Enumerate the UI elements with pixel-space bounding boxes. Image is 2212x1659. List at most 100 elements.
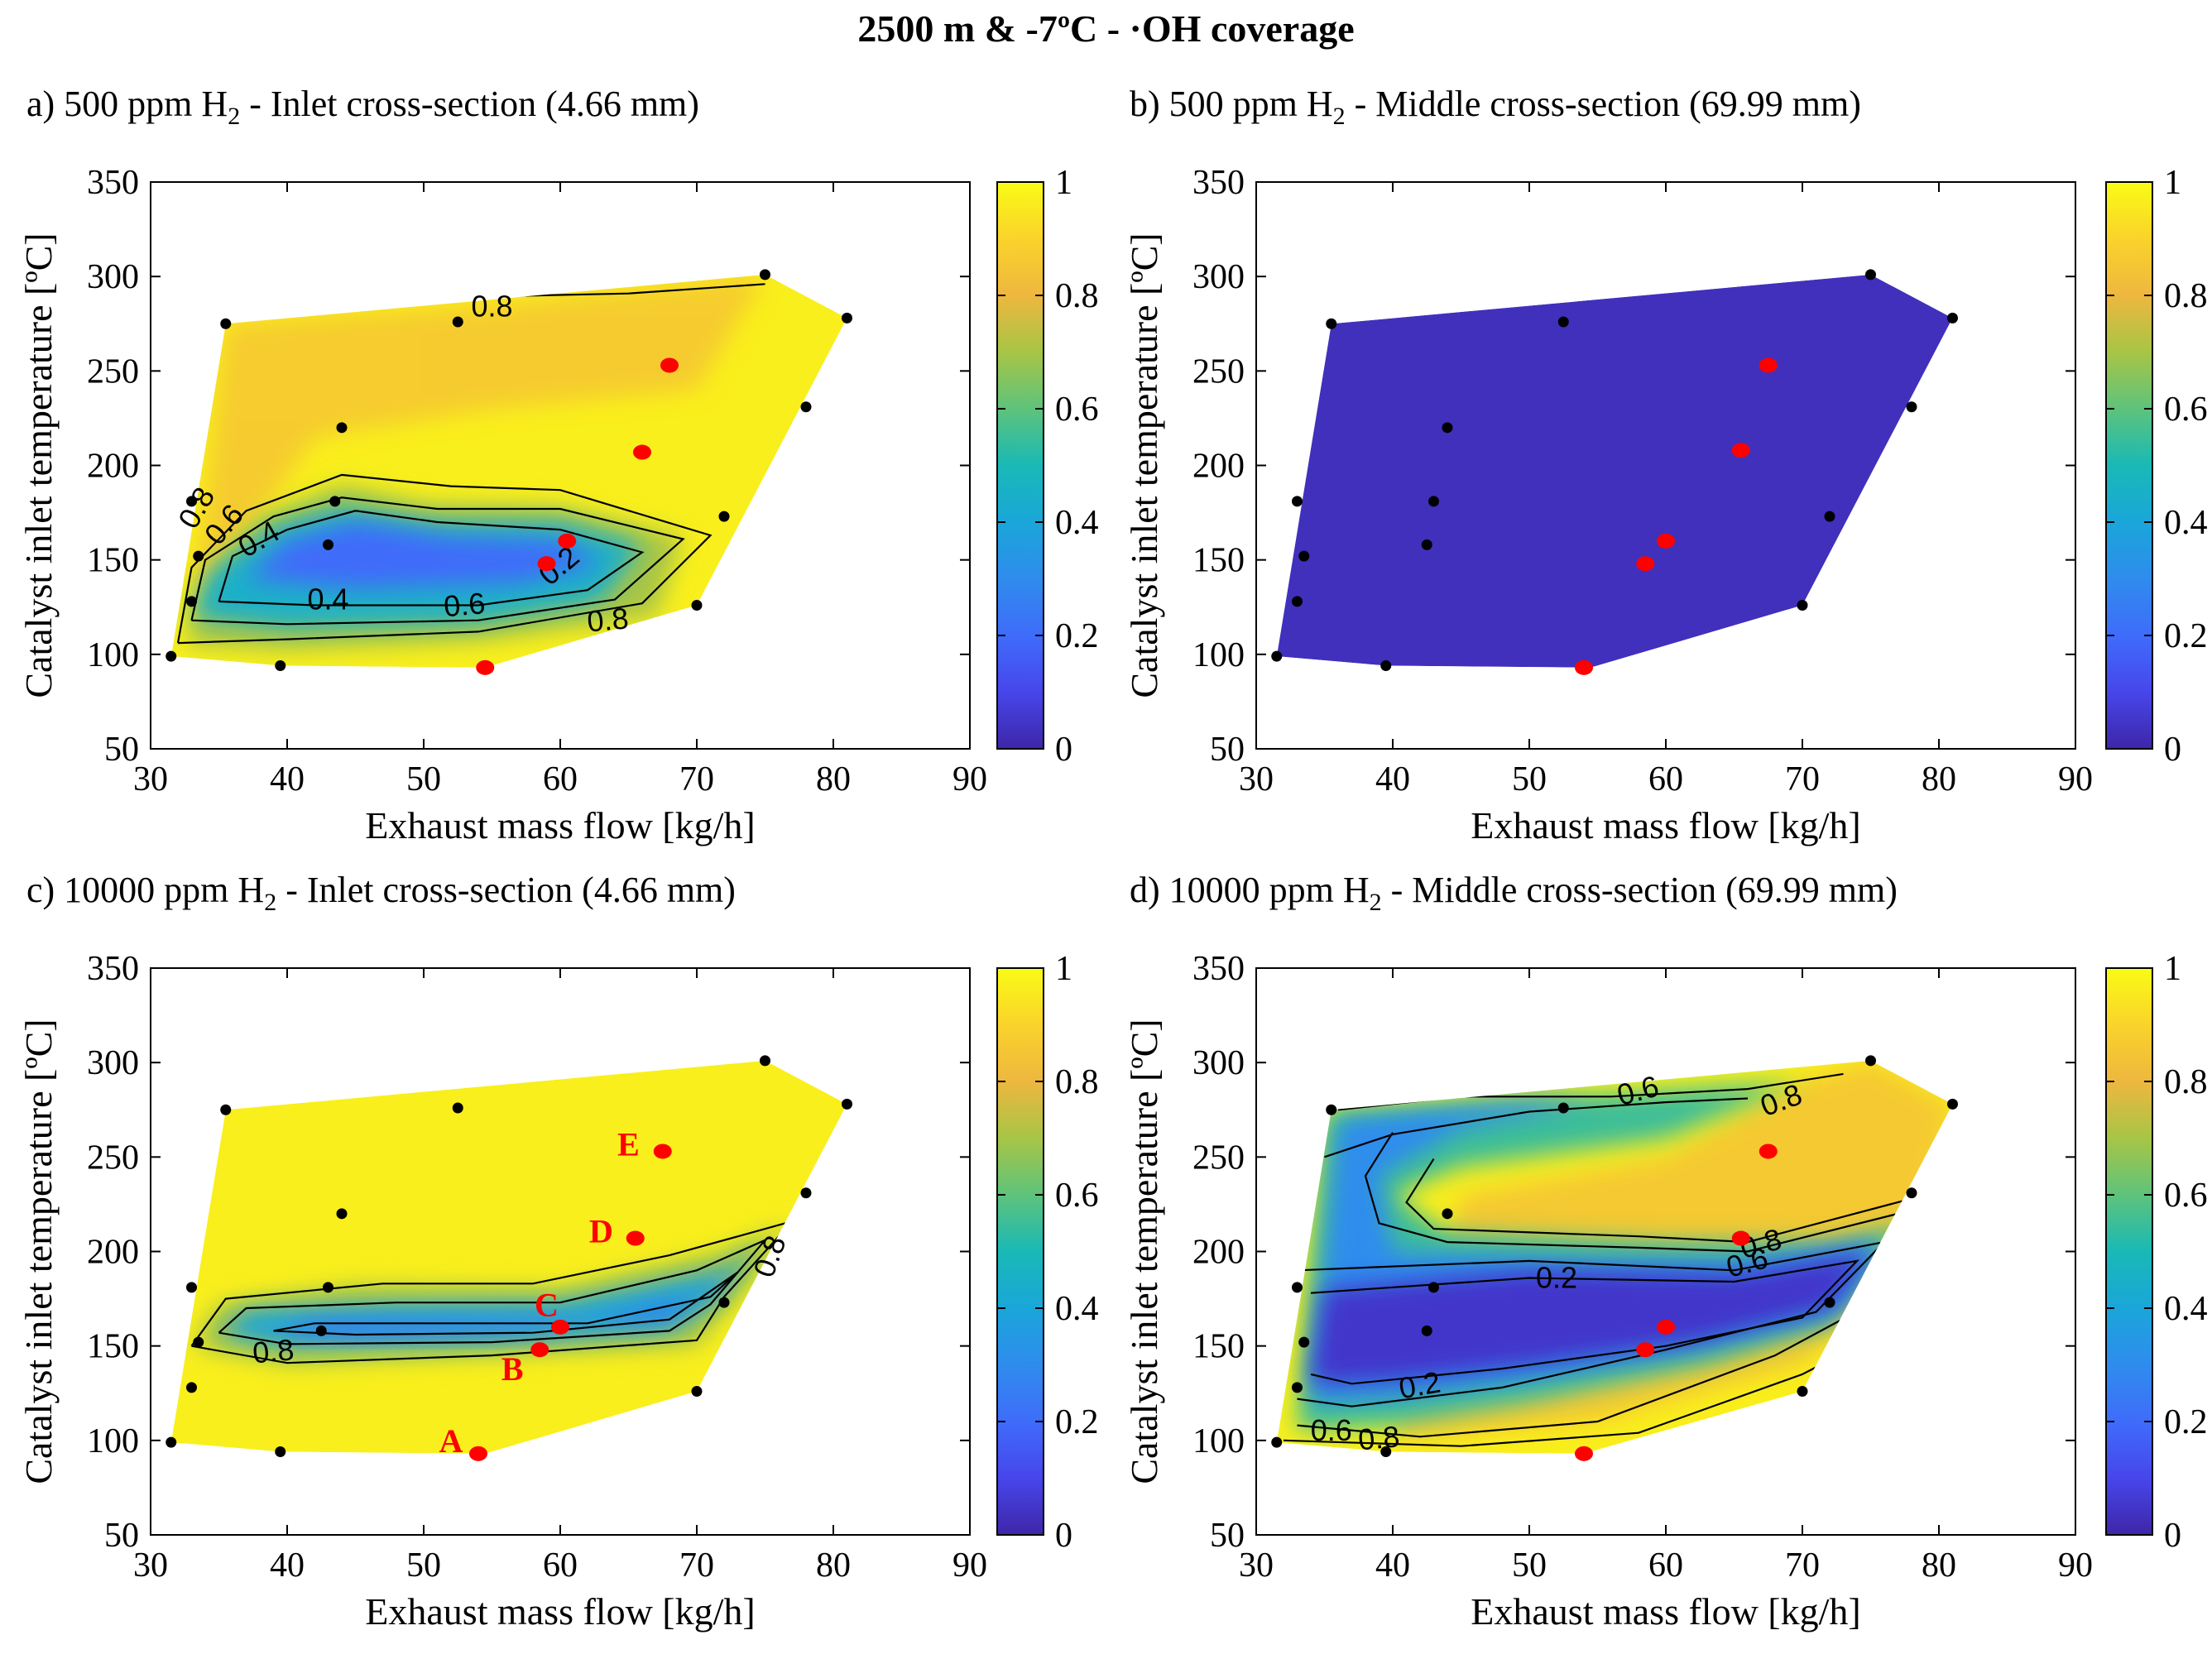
contour-label: 0.8 [252, 1332, 295, 1369]
operating-point [1421, 539, 1432, 550]
x-axis-label: Exhaust mass flow [kg/h] [1471, 804, 1860, 846]
x-tick-label: 30 [133, 760, 168, 798]
colorbar-tick-label: 0.4 [1055, 1290, 1099, 1328]
operating-point [1326, 1104, 1337, 1115]
operating-point [329, 496, 341, 507]
y-tick-label: 250 [87, 352, 139, 391]
operating-point [323, 1282, 333, 1293]
title-subscript: 2 [264, 889, 276, 916]
title-subscript: 2 [228, 103, 240, 130]
x-tick-label: 50 [406, 760, 441, 798]
title-suffix: - Inlet cross-section (4.66 mm) [240, 84, 699, 124]
y-tick-label: 150 [87, 1328, 139, 1366]
y-tick-label: 250 [1192, 1139, 1245, 1177]
contour-line-3 [218, 510, 645, 607]
x-tick-label: 60 [543, 1546, 578, 1585]
x-tick-label: 60 [1648, 1546, 1683, 1585]
highlight-point [469, 1446, 487, 1461]
x-tick-label: 30 [1239, 1546, 1274, 1585]
contour-line-1 [1324, 1097, 1749, 1158]
surface-level-2 [1311, 1251, 1871, 1384]
highlight-point [537, 556, 556, 572]
operating-point [1428, 1282, 1439, 1293]
surface-base [1276, 274, 1953, 668]
title-suffix: - Middle cross-section (69.99 mm) [1346, 84, 1861, 124]
operating-point [186, 596, 197, 607]
colorbar-tick-label: 0.8 [2164, 277, 2208, 315]
colorbar-gradient [996, 181, 1044, 750]
highlight-point [476, 659, 495, 675]
point-label: A [439, 1422, 463, 1460]
y-tick-label: 50 [104, 1517, 139, 1555]
point-label: C [535, 1286, 559, 1323]
contour-surface [170, 1060, 847, 1454]
operating-point [1865, 269, 1876, 280]
colorbar-tick-label: 1 [2164, 164, 2181, 202]
y-axis-label: Catalyst inlet temperature [ºC] [17, 233, 60, 698]
highlight-point [1657, 1319, 1675, 1335]
contour-line-1 [218, 1239, 766, 1345]
figure-title: 2500 m & -7ºC - ·OH coverage [857, 7, 1355, 50]
y-tick-label: 200 [1192, 1234, 1245, 1272]
surface-level-2 [273, 1273, 738, 1337]
x-tick-label: 50 [406, 1546, 441, 1585]
x-tick-label: 60 [1648, 760, 1683, 798]
colorbar-tick-label: 0.6 [1055, 1177, 1099, 1215]
colorbar-b: 0 0.2 0.4 0.6 0.8 1 [2105, 164, 2208, 769]
highlight-point [1759, 357, 1778, 373]
colorbar-tick-label: 0.2 [1055, 1403, 1099, 1441]
y-tick-label: 100 [87, 636, 139, 674]
operating-point [336, 1208, 348, 1220]
colorbar-tick-label: 0 [1055, 731, 1072, 769]
operating-point [275, 1446, 286, 1458]
operating-point [1380, 1446, 1392, 1458]
x-tick-label: 90 [952, 760, 987, 798]
operating-point [1947, 312, 1958, 324]
x-tick-label: 90 [2058, 1546, 2093, 1585]
title-subscript: 2 [1370, 889, 1382, 916]
x-tick-label: 70 [679, 760, 714, 798]
operating-point [452, 316, 463, 328]
contour-label: 0.8 [471, 289, 512, 323]
operating-point [1906, 1187, 1917, 1199]
contour-line-1 [176, 473, 713, 645]
x-axis-label: Exhaust mass flow [kg/h] [1471, 1590, 1860, 1633]
highlight-point [551, 1319, 569, 1335]
y-tick-label: 300 [1192, 1044, 1245, 1082]
highlight-point [660, 357, 679, 373]
contour-line-2 [1364, 1132, 1898, 1253]
operating-point [1824, 511, 1835, 522]
x-tick-label: 40 [1375, 1546, 1410, 1585]
colorbar-tick-label: 0.8 [1055, 277, 1099, 315]
x-axis-label: Exhaust mass flow [kg/h] [365, 804, 755, 846]
colorbar-tick-label: 0.8 [1055, 1063, 1099, 1101]
title-suffix: - Inlet cross-section (4.66 mm) [276, 870, 736, 910]
x-tick-label: 60 [543, 760, 578, 798]
contour-label: 0.2 [1396, 1364, 1442, 1405]
y-tick-label: 300 [87, 1044, 139, 1082]
colorbar-tick-label: 0.6 [2164, 1177, 2208, 1215]
operating-point [1271, 1436, 1283, 1448]
highlight-point [653, 1144, 672, 1159]
x-tick-label: 90 [952, 1546, 987, 1585]
x-tick-label: 90 [2058, 760, 2093, 798]
contour-label: 0.6 [443, 586, 487, 623]
operating-point [1292, 496, 1303, 507]
colorbar-tick-label: 1 [2164, 950, 2181, 988]
operating-point [1421, 1325, 1432, 1336]
y-tick-label: 100 [1192, 636, 1245, 674]
highlight-point [633, 444, 651, 460]
operating-point [1442, 1208, 1453, 1220]
y-axis-label: Catalyst inlet temperature [ºC] [17, 1019, 60, 1484]
title-subscript: 2 [1333, 103, 1346, 130]
highlight-point [1575, 659, 1593, 675]
x-tick-label: 70 [679, 1546, 714, 1585]
operating-point [275, 660, 286, 672]
colorbar-tick-label: 0 [2164, 731, 2181, 769]
panel-b-title: b) 500 ppm H2 - Middle cross-section (69… [1130, 84, 1861, 130]
operating-point [1797, 1385, 1808, 1397]
title-prefix: b) 500 ppm H [1130, 84, 1333, 124]
y-tick-label: 250 [87, 1139, 139, 1177]
y-tick-label: 350 [1192, 950, 1245, 988]
